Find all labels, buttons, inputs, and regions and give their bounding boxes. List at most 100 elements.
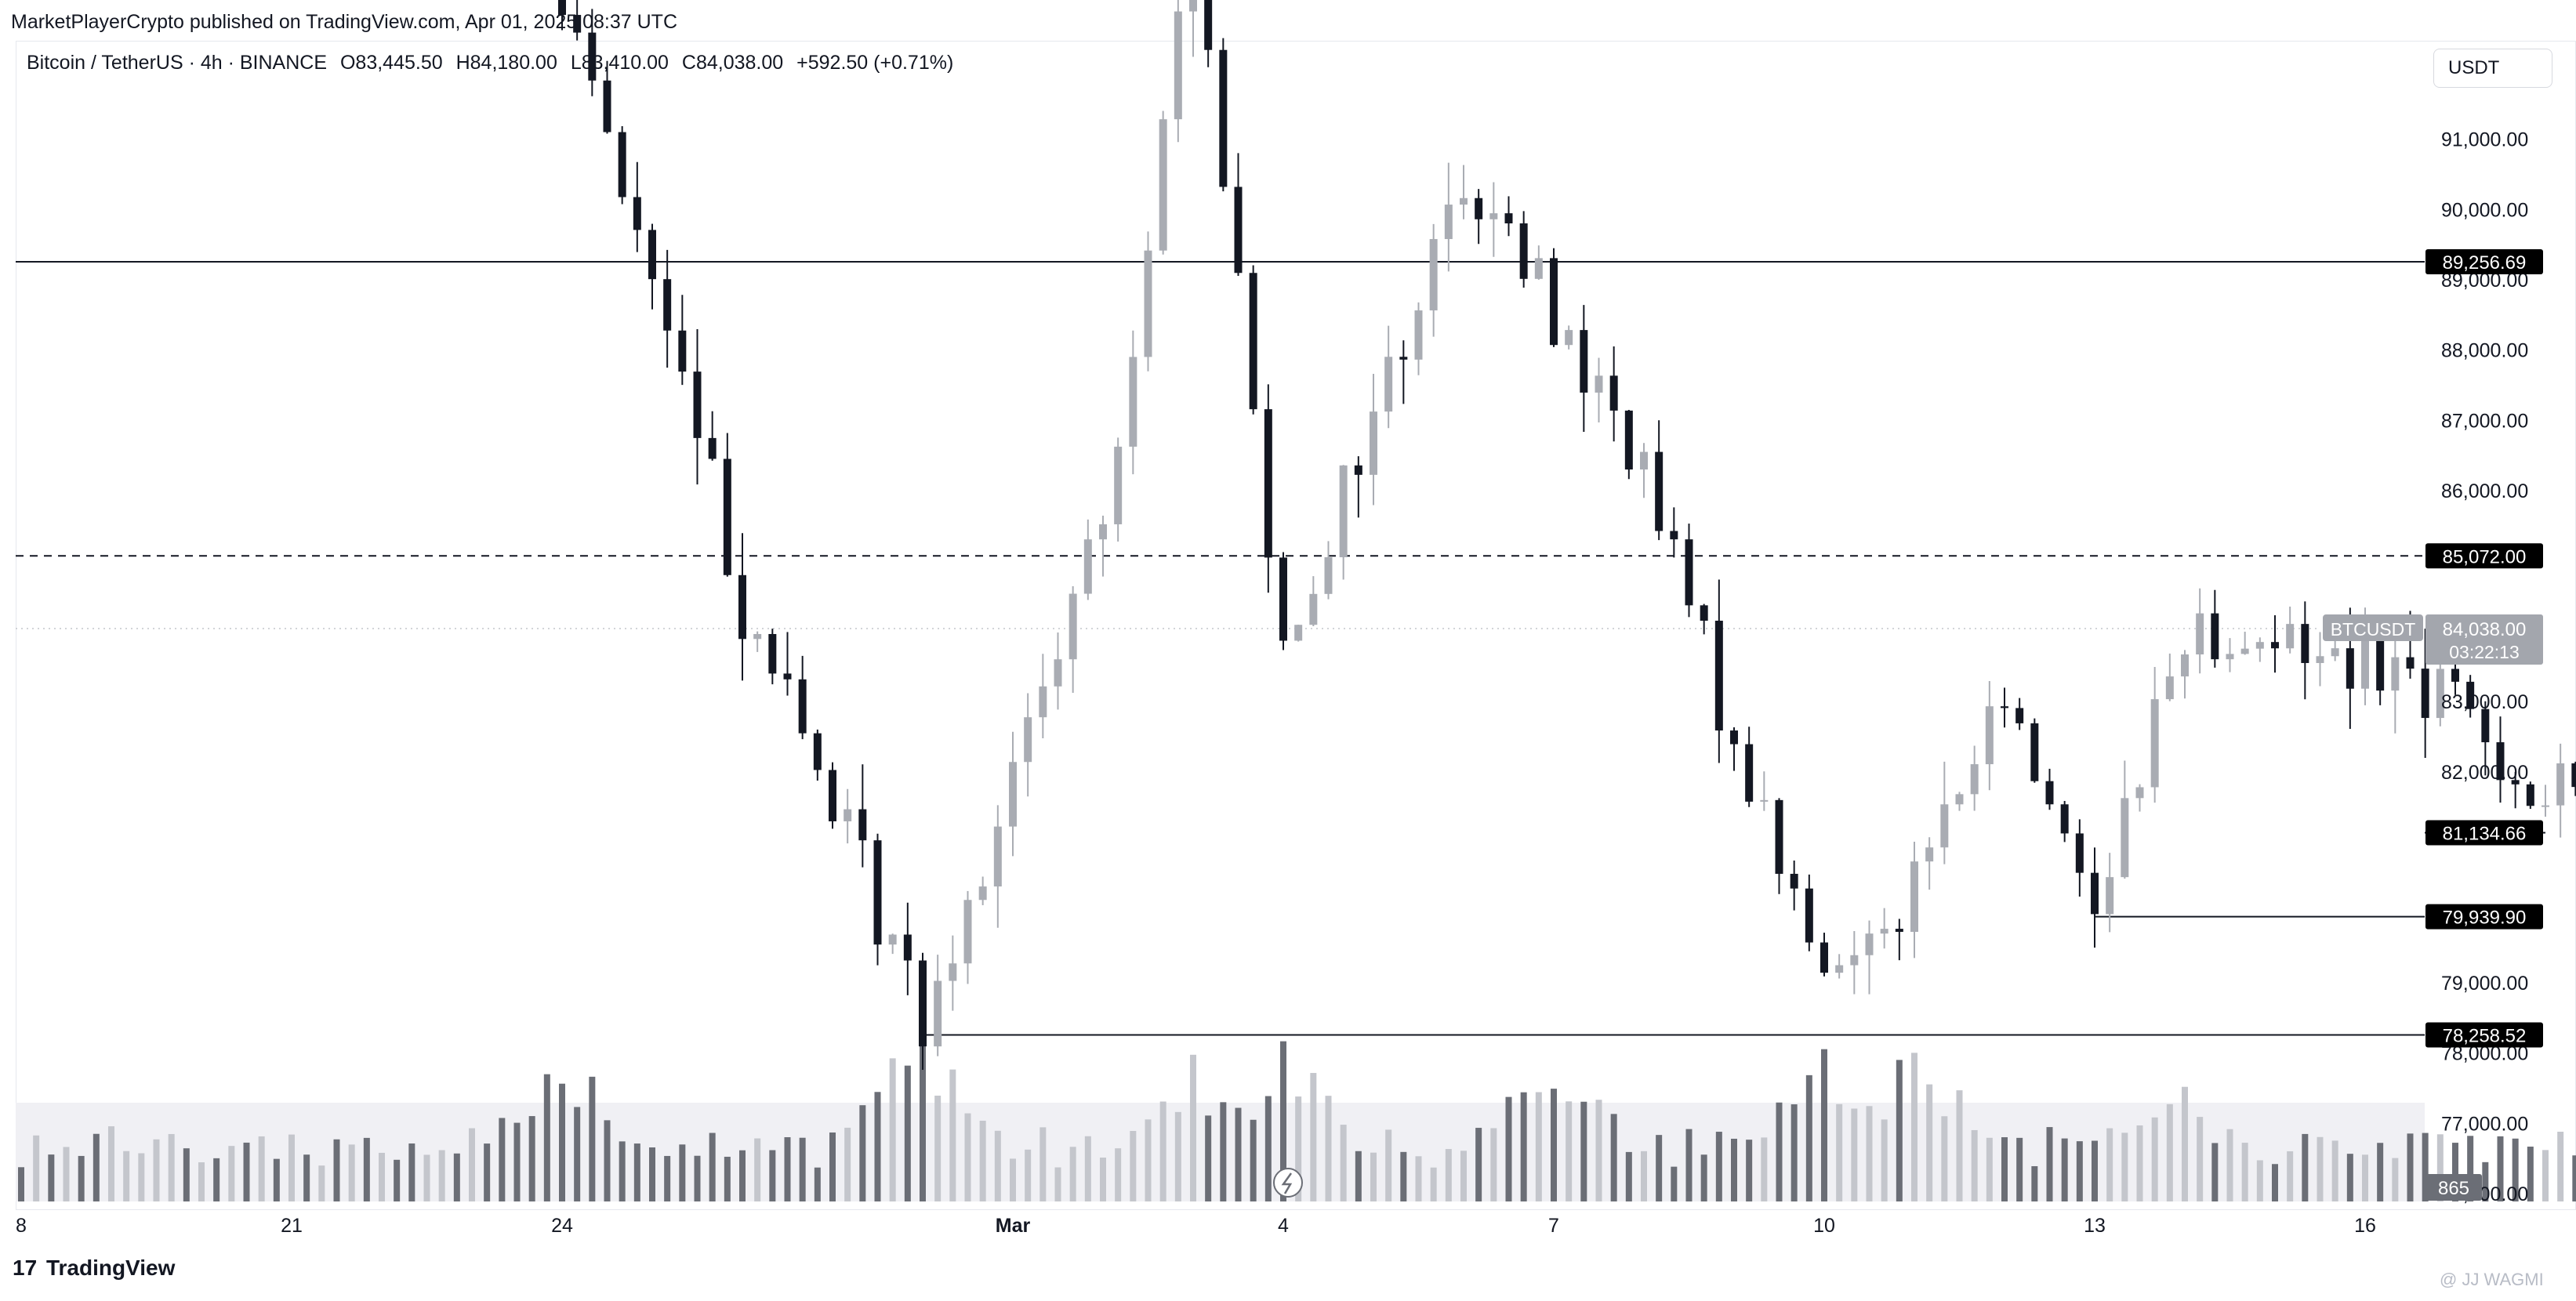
candle-body[interactable] xyxy=(2361,639,2369,689)
candle-body[interactable] xyxy=(1670,531,1678,540)
candle-body[interactable] xyxy=(1294,625,1303,641)
candle-body[interactable] xyxy=(573,15,582,33)
candle-body[interactable] xyxy=(2255,642,2264,649)
candle-body[interactable] xyxy=(1399,357,1408,360)
candle-body[interactable] xyxy=(663,279,672,331)
candle-body[interactable] xyxy=(1850,955,1859,966)
candle-body[interactable] xyxy=(2001,706,2008,708)
candle-body[interactable] xyxy=(1985,706,1994,765)
candle-body[interactable] xyxy=(2331,648,2339,657)
candle-body[interactable] xyxy=(1835,965,1844,973)
candle-body[interactable] xyxy=(2091,872,2099,915)
candle-body[interactable] xyxy=(1083,539,1092,594)
candle-body[interactable] xyxy=(1370,411,1377,475)
candle-body[interactable] xyxy=(1475,198,1483,219)
candle-body[interactable] xyxy=(1039,686,1047,718)
candle-body[interactable] xyxy=(844,809,852,821)
candle-body[interactable] xyxy=(2511,780,2520,785)
candle-body[interactable] xyxy=(783,673,792,679)
candle-body[interactable] xyxy=(2496,742,2505,781)
candle-body[interactable] xyxy=(2121,798,2129,878)
candle-body[interactable] xyxy=(1550,258,1558,346)
candle-body[interactable] xyxy=(2316,656,2324,663)
candle-body[interactable] xyxy=(2196,613,2204,654)
candle-body[interactable] xyxy=(2466,681,2475,709)
candle-body[interactable] xyxy=(1745,744,1754,802)
candle-body[interactable] xyxy=(2286,624,2295,649)
candle-body[interactable] xyxy=(1775,799,1783,874)
candle-body[interactable] xyxy=(2542,805,2549,807)
candle-body[interactable] xyxy=(1234,187,1243,274)
candle-body[interactable] xyxy=(588,32,597,81)
candle-body[interactable] xyxy=(618,132,626,198)
candle-body[interactable] xyxy=(1354,465,1362,475)
candle-body[interactable] xyxy=(2376,639,2385,691)
candle-body[interactable] xyxy=(2150,699,2159,788)
candle-body[interactable] xyxy=(678,330,687,372)
candle-body[interactable] xyxy=(829,770,836,821)
candle-body[interactable] xyxy=(2301,624,2309,663)
candle-body[interactable] xyxy=(2211,613,2219,660)
candle-body[interactable] xyxy=(1114,446,1123,524)
candle-body[interactable] xyxy=(1655,451,1664,531)
candle-body[interactable] xyxy=(1760,799,1769,802)
candle-body[interactable] xyxy=(1790,873,1798,889)
candle-body[interactable] xyxy=(2451,669,2459,682)
candle-body[interactable] xyxy=(1219,49,1228,187)
candle-body[interactable] xyxy=(1820,942,1828,973)
candle-body[interactable] xyxy=(1895,929,1903,932)
candle-body[interactable] xyxy=(1730,730,1738,745)
candle-body[interactable] xyxy=(723,458,731,575)
candle-body[interactable] xyxy=(1489,213,1498,219)
candle-body[interactable] xyxy=(1384,357,1393,412)
replay-lightning-icon[interactable] xyxy=(1273,1168,1303,1198)
candle-body[interactable] xyxy=(603,80,611,132)
candle-body[interactable] xyxy=(1068,593,1077,660)
candle-body[interactable] xyxy=(2226,654,2234,660)
candle-body[interactable] xyxy=(1309,593,1318,625)
candle-body[interactable] xyxy=(2526,784,2534,806)
candle-body[interactable] xyxy=(1324,556,1333,594)
candle-body[interactable] xyxy=(753,633,762,640)
candle-body[interactable] xyxy=(1865,933,1874,955)
candle-body[interactable] xyxy=(708,437,717,459)
candle-body[interactable] xyxy=(873,840,882,945)
candle-body[interactable] xyxy=(1129,357,1137,447)
candle-body[interactable] xyxy=(2015,708,2024,723)
candle-body[interactable] xyxy=(813,733,822,770)
candle-body[interactable] xyxy=(919,960,927,1047)
candle-body[interactable] xyxy=(2106,877,2114,915)
candle-body[interactable] xyxy=(2346,648,2354,689)
candle-body[interactable] xyxy=(768,633,777,674)
candle-body[interactable] xyxy=(1460,198,1468,205)
candle-body[interactable] xyxy=(1504,213,1513,224)
candle-body[interactable] xyxy=(1159,119,1167,251)
candle-body[interactable] xyxy=(1414,310,1423,360)
candle-body[interactable] xyxy=(2391,657,2400,691)
candle-body[interactable] xyxy=(1429,239,1438,311)
candle-body[interactable] xyxy=(2406,657,2415,669)
candle-body[interactable] xyxy=(1339,465,1348,557)
candle-body[interactable] xyxy=(1444,205,1453,240)
tradingview-branding[interactable]: 17 TradingView xyxy=(13,1256,175,1281)
candle-body[interactable] xyxy=(738,574,746,640)
candle-body[interactable] xyxy=(1910,861,1918,932)
candle-body[interactable] xyxy=(1565,330,1573,346)
candle-body[interactable] xyxy=(978,886,987,901)
candle-body[interactable] xyxy=(693,371,702,438)
candle-body[interactable] xyxy=(2060,804,2069,834)
candle-body[interactable] xyxy=(1955,794,1964,805)
candle-body[interactable] xyxy=(2075,833,2084,873)
candle-body[interactable] xyxy=(2571,763,2576,788)
candle-body[interactable] xyxy=(2271,642,2279,649)
candle-body[interactable] xyxy=(1534,258,1543,279)
candle-body[interactable] xyxy=(2165,676,2174,700)
candle-body[interactable] xyxy=(1144,250,1152,357)
candle-body[interactable] xyxy=(1940,804,1949,848)
candle-body[interactable] xyxy=(1174,11,1182,120)
candle-body[interactable] xyxy=(633,197,641,230)
currency-button[interactable]: USDT xyxy=(2433,49,2552,88)
candle-body[interactable] xyxy=(1054,659,1062,687)
candle-body[interactable] xyxy=(1249,273,1257,410)
candle-body[interactable] xyxy=(2556,763,2565,806)
